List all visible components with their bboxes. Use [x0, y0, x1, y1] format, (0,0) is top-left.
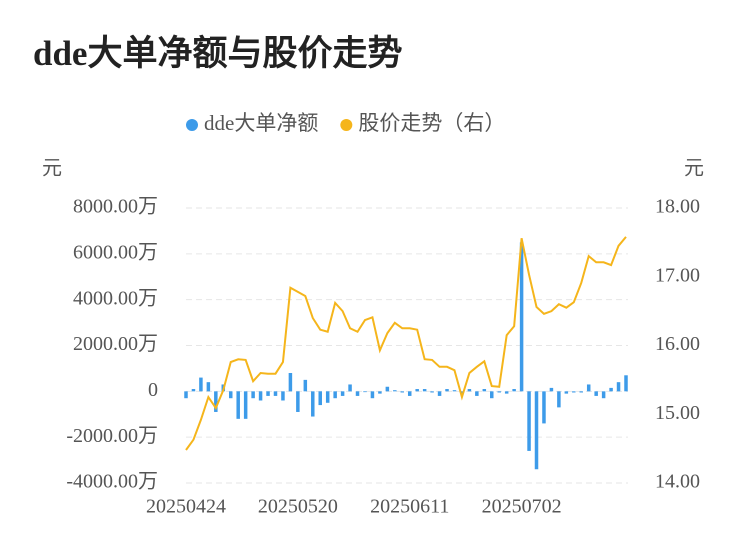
- y-tick-label: 0: [148, 379, 158, 401]
- y-tick-label: 4000.00万: [73, 287, 158, 309]
- bar: [333, 391, 337, 399]
- bar: [318, 391, 322, 406]
- y2-tick-label: 15.00: [655, 402, 700, 424]
- bar: [482, 389, 487, 392]
- bar: [385, 386, 390, 392]
- x-tick-label: 20250424: [146, 496, 226, 518]
- y-tick-label: 6000.00万: [73, 241, 158, 263]
- bar: [564, 391, 569, 394]
- bar: [288, 373, 293, 392]
- bar: [534, 391, 539, 470]
- bar: [490, 391, 494, 399]
- bar: [616, 382, 621, 392]
- bar: [594, 391, 598, 396]
- legend-label: 股价走势（右）: [358, 111, 505, 135]
- bar: [266, 391, 270, 396]
- bar: [363, 391, 367, 393]
- bar: [199, 377, 203, 392]
- y2-axis-unit: 元: [684, 158, 704, 180]
- bar: [214, 391, 218, 412]
- bar: [348, 384, 352, 392]
- bar: [467, 389, 472, 392]
- y-tick-label: 2000.00万: [73, 333, 158, 355]
- bar: [542, 391, 546, 424]
- bar: [624, 375, 628, 392]
- y2-tick-label: 14.00: [655, 471, 700, 493]
- bar: [296, 391, 300, 412]
- bar: [184, 391, 188, 399]
- bar: [549, 387, 554, 392]
- y2-tick-label: 18.00: [655, 196, 700, 218]
- bar: [579, 391, 584, 393]
- x-tick-label: 20250520: [258, 496, 338, 518]
- y2-tick-label: 16.00: [655, 333, 700, 355]
- bar: [400, 391, 405, 393]
- bar: [430, 391, 434, 393]
- y2-tick-label: 17.00: [655, 264, 700, 286]
- bar: [445, 389, 449, 392]
- bar: [281, 391, 285, 401]
- bar: [258, 391, 263, 401]
- legend-marker: [340, 119, 353, 131]
- bar: [452, 390, 457, 392]
- bar: [586, 384, 591, 392]
- bar: [527, 391, 531, 451]
- bar: [572, 391, 576, 393]
- bar: [370, 391, 375, 399]
- bar: [243, 391, 248, 419]
- bar: [601, 391, 606, 399]
- y-axis-unit: 元: [42, 158, 62, 180]
- bar: [422, 389, 427, 392]
- bar: [609, 387, 613, 392]
- bar: [228, 391, 233, 399]
- bar: [191, 389, 196, 392]
- bar: [460, 391, 464, 394]
- bar: [557, 391, 561, 408]
- bar: [236, 391, 240, 419]
- bar: [340, 391, 345, 396]
- y-tick-label: -2000.00万: [66, 425, 158, 447]
- bar: [407, 391, 412, 396]
- bar: [355, 391, 360, 396]
- y-tick-label: 8000.00万: [73, 196, 158, 218]
- bar: [378, 391, 382, 394]
- bar: [519, 242, 524, 392]
- bar: [325, 391, 330, 403]
- legend-label: dde大单净额: [204, 111, 318, 135]
- bar: [303, 379, 308, 392]
- bar: [497, 391, 501, 393]
- bar: [415, 389, 419, 392]
- x-tick-label: 20250702: [482, 496, 562, 518]
- chart-title: dde大单净额与股价走势: [33, 34, 402, 73]
- bar: [475, 391, 479, 396]
- bar: [504, 391, 509, 394]
- bar: [251, 391, 255, 399]
- bar: [393, 390, 397, 392]
- y-tick-label: -4000.00万: [66, 471, 158, 493]
- bar: [311, 391, 315, 417]
- bar: [206, 382, 211, 392]
- price-line: [185, 236, 627, 451]
- bar: [437, 391, 442, 396]
- bar: [512, 389, 516, 392]
- bar: [273, 391, 278, 396]
- x-tick-label: 20250611: [370, 496, 449, 518]
- legend-marker: [186, 119, 198, 131]
